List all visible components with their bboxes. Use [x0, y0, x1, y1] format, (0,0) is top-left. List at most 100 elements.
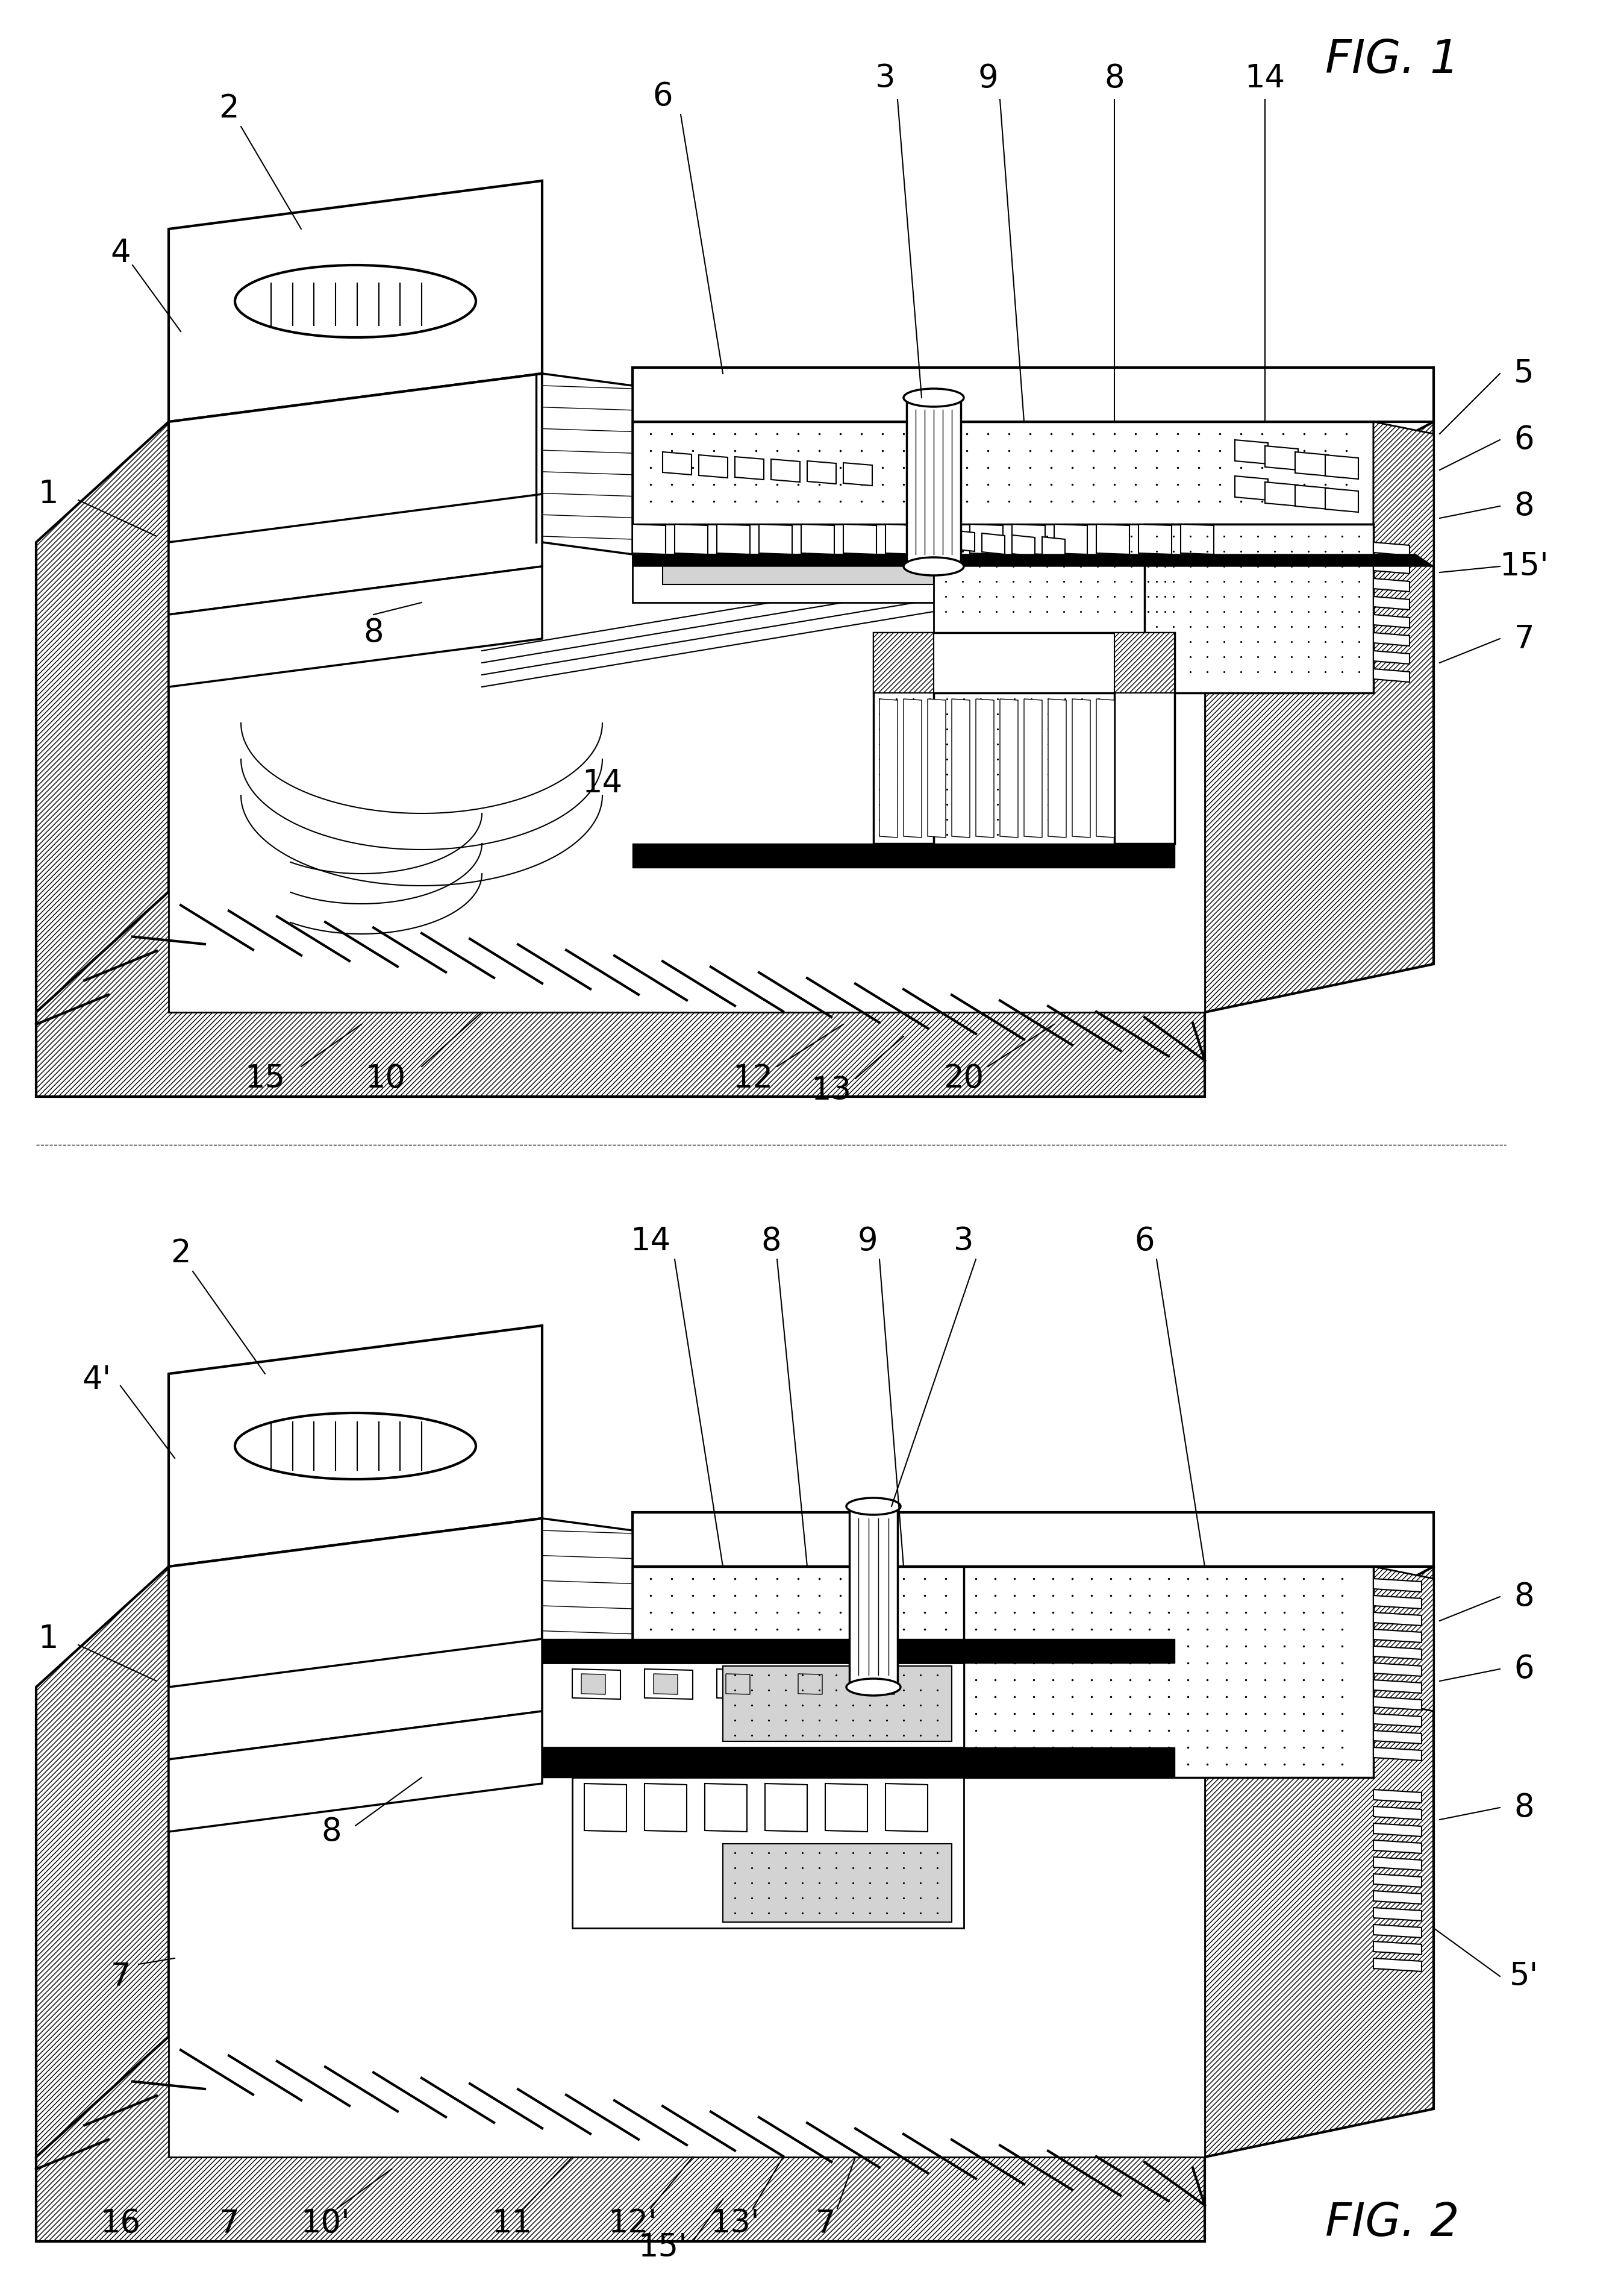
Polygon shape [632, 423, 1374, 523]
Ellipse shape [846, 1497, 901, 1516]
Text: 4': 4' [81, 1365, 110, 1394]
Polygon shape [1374, 423, 1434, 567]
Polygon shape [1374, 1566, 1434, 1712]
Polygon shape [169, 1712, 542, 1831]
Polygon shape [843, 523, 877, 553]
Polygon shape [1072, 700, 1090, 837]
Polygon shape [663, 453, 692, 475]
Polygon shape [1374, 542, 1410, 555]
Polygon shape [705, 1783, 747, 1831]
Polygon shape [1374, 1907, 1421, 1920]
Polygon shape [1374, 1941, 1421, 1955]
Polygon shape [1374, 1925, 1421, 1939]
Polygon shape [169, 1639, 542, 1760]
Polygon shape [807, 462, 836, 485]
Polygon shape [632, 523, 1374, 553]
Polygon shape [906, 398, 961, 567]
Text: 10: 10 [365, 1063, 406, 1095]
Polygon shape [1374, 1840, 1421, 1854]
Text: 7: 7 [815, 2208, 835, 2238]
Text: 4: 4 [110, 238, 130, 270]
Text: 14: 14 [630, 1225, 671, 1257]
Text: 6: 6 [1135, 1225, 1155, 1257]
Polygon shape [1294, 453, 1328, 475]
Polygon shape [726, 1673, 750, 1694]
Polygon shape [1294, 485, 1328, 510]
Polygon shape [723, 1845, 952, 1923]
Text: 6: 6 [1514, 425, 1535, 455]
Polygon shape [1374, 1630, 1421, 1644]
Polygon shape [789, 1669, 838, 1698]
Polygon shape [1374, 1646, 1421, 1660]
Polygon shape [653, 1673, 677, 1694]
Polygon shape [1374, 1959, 1421, 1971]
Text: 15: 15 [245, 1063, 286, 1095]
Polygon shape [1114, 633, 1174, 693]
Polygon shape [1374, 1680, 1421, 1694]
Polygon shape [1145, 523, 1374, 693]
Polygon shape [723, 1666, 952, 1742]
Text: 12: 12 [732, 1063, 773, 1095]
Polygon shape [1025, 700, 1043, 837]
Polygon shape [849, 1506, 898, 1687]
Polygon shape [970, 523, 1004, 553]
Polygon shape [758, 523, 793, 553]
Polygon shape [169, 1687, 1205, 2158]
Polygon shape [1181, 523, 1213, 553]
Polygon shape [765, 1783, 807, 1831]
Polygon shape [1205, 423, 1434, 1013]
Text: 8: 8 [364, 617, 383, 649]
Polygon shape [36, 892, 1205, 1097]
Polygon shape [169, 181, 542, 423]
Polygon shape [983, 533, 1005, 553]
Text: 1: 1 [37, 1623, 58, 1655]
Polygon shape [1043, 537, 1065, 558]
Polygon shape [169, 1566, 1434, 1687]
Polygon shape [585, 1783, 627, 1831]
Polygon shape [1374, 1875, 1421, 1888]
Text: 13': 13' [710, 2208, 760, 2238]
Polygon shape [632, 368, 1434, 423]
Text: 9: 9 [857, 1225, 877, 1257]
Polygon shape [169, 542, 1205, 1013]
Polygon shape [542, 1747, 1174, 1779]
Text: 2: 2 [171, 1237, 190, 1269]
Polygon shape [1000, 700, 1018, 837]
Ellipse shape [846, 1678, 901, 1696]
Text: 15': 15' [1499, 551, 1549, 583]
Polygon shape [1374, 1806, 1421, 1820]
Text: 20: 20 [944, 1063, 984, 1095]
Polygon shape [736, 457, 763, 480]
Text: 6: 6 [653, 80, 672, 112]
Polygon shape [1047, 700, 1067, 837]
Polygon shape [861, 1669, 909, 1698]
Polygon shape [1234, 439, 1268, 464]
Text: 8: 8 [1514, 1582, 1535, 1612]
Text: 16: 16 [101, 2208, 141, 2238]
Ellipse shape [235, 265, 476, 338]
Polygon shape [927, 700, 945, 837]
Text: 9: 9 [978, 62, 999, 94]
Text: 13: 13 [810, 1074, 851, 1106]
Text: 12': 12' [607, 2208, 658, 2238]
Polygon shape [885, 523, 919, 553]
Text: 7: 7 [110, 1961, 130, 1991]
Polygon shape [1012, 523, 1046, 553]
Polygon shape [1096, 523, 1129, 553]
Polygon shape [1325, 487, 1358, 512]
Polygon shape [36, 423, 169, 1013]
Polygon shape [169, 1518, 542, 1687]
Text: 8: 8 [1514, 1792, 1535, 1824]
Polygon shape [36, 1566, 169, 2158]
Polygon shape [1374, 560, 1410, 574]
Polygon shape [572, 1669, 620, 1698]
Polygon shape [632, 1566, 1374, 1669]
Polygon shape [542, 1639, 1174, 1662]
Polygon shape [632, 523, 994, 604]
Polygon shape [542, 373, 632, 553]
Polygon shape [963, 1566, 1374, 1779]
Polygon shape [632, 844, 1174, 869]
Text: 5': 5' [1510, 1961, 1538, 1991]
Text: 14: 14 [581, 768, 622, 798]
Polygon shape [716, 1669, 765, 1698]
